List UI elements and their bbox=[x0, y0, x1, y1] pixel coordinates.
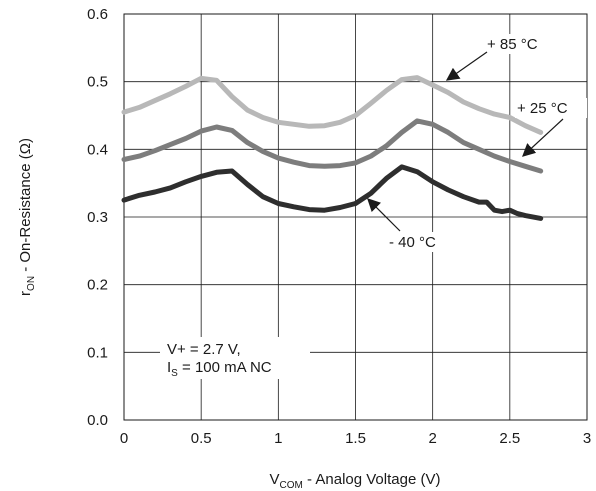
series-line-2 bbox=[121, 164, 544, 221]
arrow-25c bbox=[522, 118, 564, 157]
label-bg-25 bbox=[515, 98, 587, 118]
condition-box bbox=[160, 337, 310, 379]
label-25c: + 25 °C bbox=[517, 100, 568, 117]
x-tick-label-0: 0 bbox=[120, 430, 128, 447]
series-line-1 bbox=[121, 118, 544, 174]
y-tick-label-2: 0.2 bbox=[87, 277, 108, 294]
x-axis-title: VCOM - Analog Voltage (V) bbox=[270, 471, 441, 491]
label-85c: + 85 °C bbox=[487, 36, 538, 53]
x-tick-label-4: 2 bbox=[428, 430, 436, 447]
tick-labels: 0 0.5 1 1.5 2 2.5 3 0.0 0.1 0.2 0.3 0.4 0.5 0.6 bbox=[87, 6, 591, 447]
label-bg-m40 bbox=[386, 232, 450, 252]
y-tick-label-5: 0.5 bbox=[87, 74, 108, 91]
x-tick-label-2: 1 bbox=[274, 430, 282, 447]
series-group bbox=[121, 75, 544, 221]
arrow-m40c bbox=[367, 198, 401, 232]
condition-line-1: V+ = 2.7 V, bbox=[167, 341, 241, 358]
y-tick-label-1: 0.1 bbox=[87, 344, 108, 361]
x-tick-label-5: 2.5 bbox=[499, 430, 520, 447]
arrow-85c bbox=[445, 51, 488, 81]
series-line-0 bbox=[121, 75, 544, 135]
condition-line-2: IS = 100 mA NC bbox=[167, 359, 272, 379]
x-tick-label-6: 3 bbox=[583, 430, 591, 447]
y-tick-label-4: 0.4 bbox=[87, 141, 108, 158]
x-tick-label-1: 0.5 bbox=[191, 430, 212, 447]
y-axis-title: rON - On-Resistance (Ω) bbox=[17, 138, 37, 296]
label-m40c: - 40 °C bbox=[389, 234, 436, 251]
label-bg-85 bbox=[484, 34, 554, 54]
y-tick-label-3: 0.3 bbox=[87, 209, 108, 226]
y-tick-label-6: 0.6 bbox=[87, 6, 108, 23]
x-tick-label-3: 1.5 bbox=[345, 430, 366, 447]
y-tick-label-0: 0.0 bbox=[87, 412, 108, 429]
